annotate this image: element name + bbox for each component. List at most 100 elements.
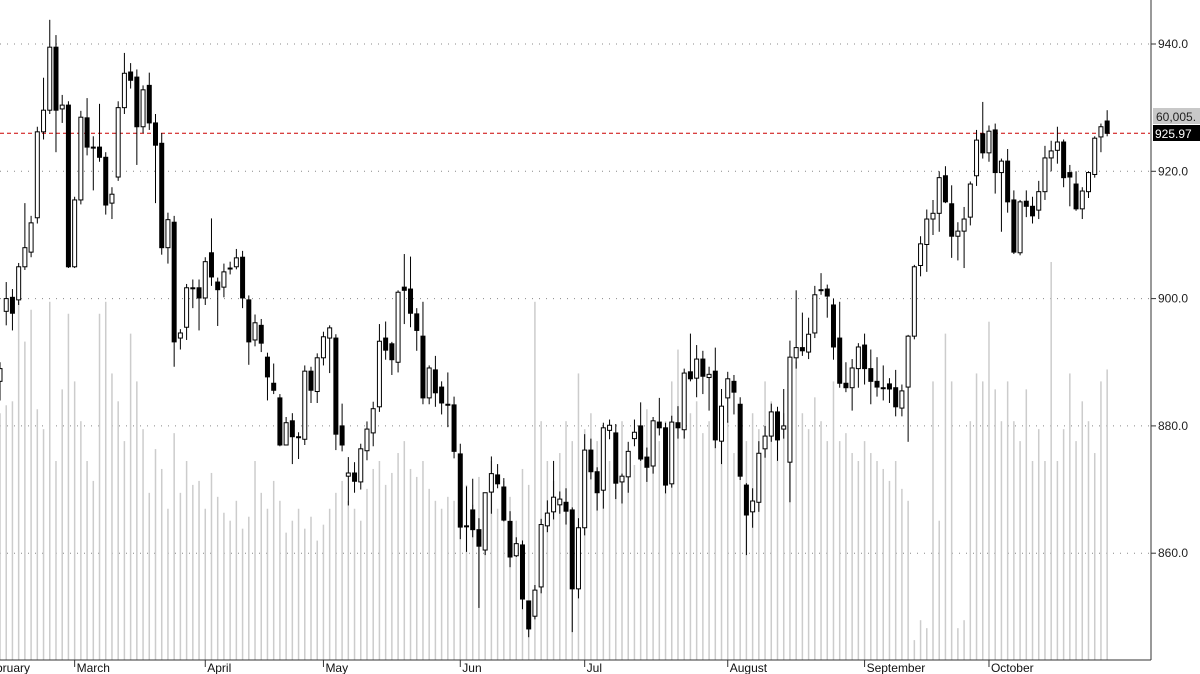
candle-body-down (1073, 183, 1079, 210)
candle-body-up (78, 116, 84, 201)
candle-body-down (339, 425, 345, 446)
candle-body-down (830, 304, 836, 348)
candle (1073, 171, 1079, 211)
volume-bar (366, 488, 368, 660)
candle-body-down (457, 453, 463, 528)
candle-body-up (184, 287, 190, 328)
candle-body-up (364, 428, 370, 452)
candle (289, 413, 295, 465)
candle (569, 507, 575, 633)
volume-bar (397, 453, 399, 660)
candle-body-up (3, 298, 9, 312)
candle-body-down (737, 403, 743, 477)
candle (812, 285, 818, 339)
candle-body-up (16, 266, 22, 301)
candle-body-down (240, 256, 246, 299)
candle-body-down (519, 544, 525, 600)
volume-bar (241, 528, 244, 660)
volume-bar (876, 461, 878, 660)
candle (563, 488, 569, 525)
volume-bar (30, 309, 32, 660)
candle-body-down (886, 383, 892, 390)
volume-bars (0, 262, 1108, 660)
candle (806, 317, 812, 360)
candle (613, 423, 619, 500)
volume-bar (322, 524, 325, 660)
volume-bar (167, 508, 169, 660)
candle-body-down (656, 421, 662, 429)
volume-bar (254, 461, 256, 660)
volume-bar (795, 361, 797, 660)
candle (128, 63, 134, 89)
candle-body-up (1086, 172, 1091, 193)
month-label: April (207, 661, 231, 674)
volume-bar (814, 397, 816, 660)
candle-body-down (171, 221, 177, 343)
candle (687, 333, 693, 382)
candle-body-up (464, 525, 469, 528)
candle-body-down (401, 286, 407, 291)
candle (283, 416, 289, 446)
candle-body-up (426, 367, 432, 399)
candle (625, 441, 631, 493)
candle-body-down (731, 380, 737, 393)
candle-body-up (719, 405, 725, 442)
candle (383, 321, 389, 360)
candle (345, 457, 351, 506)
candle (146, 72, 152, 130)
candle-body-down (862, 344, 868, 370)
volume-bar (1044, 461, 1046, 660)
candle (694, 345, 700, 398)
volume-bar (465, 484, 468, 660)
volume-bar (776, 421, 779, 660)
volume-bar (285, 532, 287, 660)
candle (221, 263, 227, 298)
volume-bar (658, 441, 661, 660)
volume-bar (248, 516, 250, 660)
candle (327, 325, 333, 374)
volume-bar (503, 480, 505, 660)
candle (644, 447, 650, 482)
candle (352, 462, 358, 493)
candle-body-down (1067, 172, 1073, 178)
volume-bar (950, 381, 953, 660)
candle-body-down (389, 343, 395, 361)
volume-bar (913, 640, 916, 660)
y-tick-labels: 860.0 880.0 900.0 920.0 940.0 (1151, 37, 1188, 560)
candle-body-down (476, 529, 482, 547)
month-label: March (77, 661, 110, 674)
candle-body-down (980, 133, 986, 154)
candle-body-up (575, 527, 581, 590)
volume-bar (975, 373, 978, 660)
volume-bar (335, 492, 337, 660)
volume-bar (384, 484, 387, 660)
volume-bar (266, 508, 269, 660)
candle-body-down (1030, 205, 1036, 217)
candle (675, 406, 681, 439)
candle (1011, 190, 1017, 255)
candle-body-up (998, 160, 1004, 174)
candle (582, 434, 588, 536)
candle-body-up (445, 403, 451, 406)
volume-bar (577, 373, 580, 660)
volume-bar (683, 373, 685, 660)
candle (855, 343, 861, 388)
volume-bar (801, 413, 804, 660)
candle (115, 101, 121, 181)
candle-body-down (196, 287, 202, 299)
candle (793, 290, 799, 369)
volume-bar (1093, 453, 1096, 660)
month-label: October (991, 661, 1034, 674)
candle (955, 222, 961, 261)
volume-bar (229, 520, 231, 660)
candle-body-down (153, 122, 158, 146)
candle-body-down (352, 472, 358, 482)
candle-body-up (41, 109, 47, 133)
candle (507, 511, 513, 568)
candle (868, 349, 874, 405)
month-label: September (867, 661, 926, 674)
candle (16, 262, 22, 305)
candle (949, 185, 955, 258)
volume-bar (297, 508, 300, 660)
candle (109, 187, 115, 220)
